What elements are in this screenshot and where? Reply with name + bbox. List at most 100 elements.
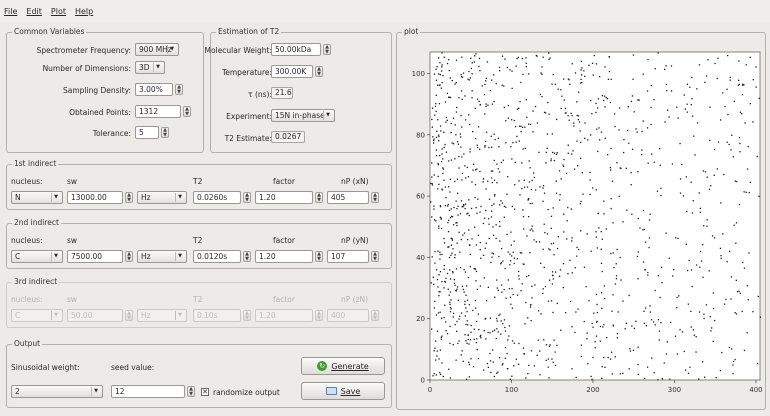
sw-spinner[interactable]: ▲ ▼ — [125, 251, 133, 262]
t2-spinner[interactable]: ▲ ▼ — [243, 251, 251, 262]
sw-spinner[interactable]: ▲ ▼ — [125, 192, 133, 203]
sw-unit-select[interactable]: Hz ▼ — [137, 191, 187, 204]
dimensions-select[interactable]: 3D ▼ — [135, 61, 165, 74]
sample-point — [479, 249, 481, 251]
randomize-checkbox[interactable]: ✕ — [201, 388, 209, 396]
t2-input[interactable]: 0.10s — [193, 309, 241, 322]
sample-point — [443, 56, 445, 58]
temperature-input[interactable]: 300.00K — [271, 65, 313, 78]
menu-plot[interactable]: Plot — [50, 6, 66, 16]
sample-point — [452, 344, 454, 346]
t2-spinner[interactable]: ▲ ▼ — [243, 192, 251, 203]
sample-point — [482, 254, 485, 256]
sample-point — [596, 320, 598, 322]
sample-point — [491, 210, 493, 212]
sw-input[interactable]: 13000.00 — [67, 191, 123, 204]
molecular-weight-spinner[interactable]: ▲ ▼ — [323, 44, 331, 55]
factor-spinner[interactable]: ▲ ▼ — [315, 251, 323, 262]
t2-input[interactable]: 0.0260s — [193, 191, 241, 204]
spectrometer-frequency-select[interactable]: 900 MHz ▼ — [135, 43, 179, 56]
np-input[interactable]: 400 — [327, 309, 369, 322]
sample-point — [631, 213, 633, 215]
sample-point — [545, 162, 547, 164]
factor-spinner[interactable]: ▲ ▼ — [315, 310, 323, 321]
sample-point — [691, 76, 693, 79]
seed-value-input[interactable]: 12 — [111, 385, 185, 398]
sample-point — [505, 206, 507, 208]
tolerance-input[interactable]: 5 — [135, 126, 159, 139]
sample-point — [626, 209, 628, 211]
menu-file[interactable]: File — [4, 6, 18, 16]
t2-spinner[interactable]: ▲ ▼ — [243, 310, 251, 321]
sample-point — [542, 185, 545, 187]
sample-point — [644, 269, 647, 271]
sample-point — [631, 148, 634, 150]
sw-unit-select[interactable]: Hz ▼ — [137, 309, 187, 322]
seed-value-spinner[interactable]: ▲ ▼ — [187, 386, 195, 397]
sample-point — [511, 158, 513, 160]
sample-point — [493, 375, 495, 378]
np-input[interactable]: 107 — [327, 250, 369, 263]
save-button[interactable]: Save — [301, 382, 385, 400]
sample-point — [461, 172, 464, 174]
obtained-points-spinner[interactable]: ▲ ▼ — [183, 106, 191, 117]
sample-point — [648, 219, 651, 221]
factor-input[interactable]: 1.20 — [255, 250, 313, 263]
sampling-density-input[interactable]: 3.00% — [135, 83, 173, 96]
menu-help[interactable]: Help — [74, 6, 94, 16]
nucleus-select[interactable]: N ▼ — [11, 191, 63, 204]
experiment-select[interactable]: 15N in-phase ▼ — [271, 109, 335, 122]
sample-point — [578, 248, 580, 251]
nucleus-select[interactable]: C ▼ — [11, 250, 63, 263]
sample-point — [520, 131, 522, 133]
factor-input[interactable]: 1.20 — [255, 309, 313, 322]
experiment-value: 15N in-phase — [275, 111, 325, 120]
sample-point — [629, 350, 632, 352]
sample-point — [719, 247, 722, 249]
sample-point — [468, 214, 470, 217]
sinusoidal-weight-select[interactable]: 2 ▼ — [11, 385, 103, 398]
sample-point — [499, 225, 501, 227]
sample-point — [619, 167, 621, 169]
sample-point — [514, 161, 516, 163]
sample-point — [699, 207, 701, 209]
sw-spinner[interactable]: ▲ ▼ — [125, 310, 133, 321]
sampling-density-spinner[interactable]: ▲ ▼ — [175, 84, 183, 95]
sample-point — [647, 58, 649, 61]
molecular-weight-input[interactable]: 50.00kDa — [271, 43, 321, 56]
sample-point — [583, 320, 585, 323]
sw-input[interactable]: 7500.00 — [67, 250, 123, 263]
factor-input[interactable]: 1.20 — [255, 191, 313, 204]
sample-point — [465, 307, 467, 309]
sample-point — [477, 198, 479, 200]
sample-point — [526, 186, 529, 188]
sample-point — [601, 377, 603, 379]
sample-point — [702, 276, 704, 278]
sample-point — [510, 146, 512, 148]
sample-point — [549, 279, 551, 281]
sample-point — [708, 188, 711, 190]
sample-point — [546, 233, 549, 235]
temperature-spinner[interactable]: ▲ ▼ — [315, 66, 323, 77]
sample-point — [456, 330, 458, 332]
t2-input[interactable]: 0.0120s — [193, 250, 241, 263]
np-spinner[interactable]: ▲ ▼ — [371, 192, 379, 203]
sample-point — [436, 330, 439, 332]
sample-point — [710, 185, 712, 187]
obtained-points-input[interactable]: 1312 — [135, 105, 181, 118]
np-spinner[interactable]: ▲ ▼ — [371, 251, 379, 262]
np-input[interactable]: 405 — [327, 191, 369, 204]
np-spinner[interactable]: ▲ ▼ — [371, 310, 379, 321]
sw-input[interactable]: 50.00 — [67, 309, 123, 322]
sample-point — [441, 362, 443, 364]
nucleus-select[interactable]: C ▼ — [11, 309, 63, 322]
sw-unit-select[interactable]: Hz ▼ — [137, 250, 187, 263]
sample-point — [496, 317, 498, 320]
menu-edit[interactable]: Edit — [26, 6, 42, 16]
generate-button[interactable]: ↻ Generate — [301, 357, 385, 375]
factor-spinner[interactable]: ▲ ▼ — [315, 192, 323, 203]
sample-point — [577, 165, 579, 167]
tolerance-spinner[interactable]: ▲ ▼ — [161, 127, 169, 138]
sample-point — [522, 126, 524, 128]
sample-point — [439, 253, 441, 256]
